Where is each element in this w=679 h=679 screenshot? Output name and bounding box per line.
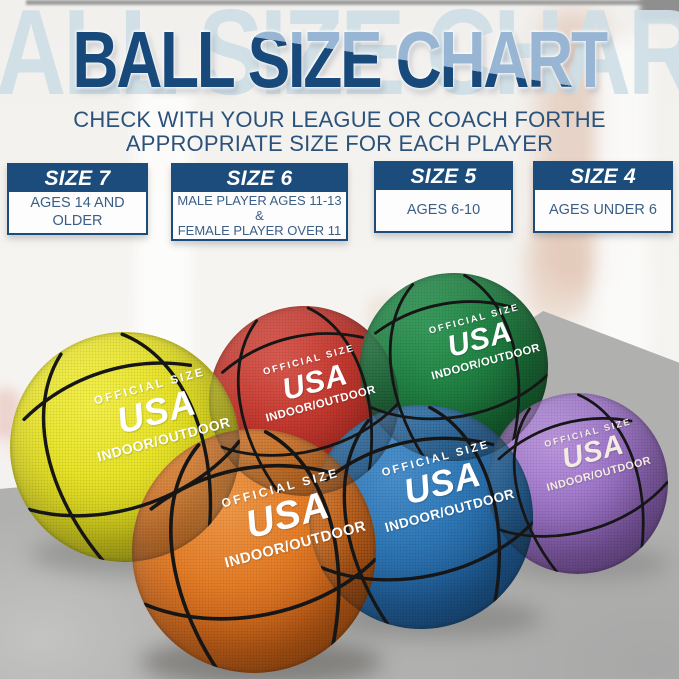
size-box-7: SIZE 7 AGES 14 AND OLDER bbox=[7, 163, 148, 235]
size-box-6-line: MALE PLAYER AGES 11-13 bbox=[177, 192, 342, 208]
basketball-orange: OFFICIAL SIZE USA INDOOR/OUTDOOR bbox=[132, 429, 376, 673]
size-box-7-body: AGES 14 AND OLDER bbox=[9, 192, 146, 233]
size-box-5-header: SIZE 5 bbox=[376, 163, 511, 190]
size-box-7-line: AGES 14 AND OLDER bbox=[30, 195, 125, 229]
basketball-green: OFFICIAL SIZE USA INDOOR/OUTDOOR bbox=[360, 273, 548, 461]
basketball-red: OFFICIAL SIZE USA INDOOR/OUTDOOR bbox=[209, 306, 399, 496]
subtitle-line-1: CHECK WITH YOUR LEAGUE OR COACH FORTHE bbox=[73, 107, 606, 132]
size-box-4-line: AGES UNDER 6 bbox=[549, 201, 657, 218]
size-box-6-line: & bbox=[255, 207, 264, 223]
basketball-purple: OFFICIAL SIZE USA INDOOR/OUTDOOR bbox=[487, 393, 668, 574]
size-box-6-body: MALE PLAYER AGES 11-13 & FEMALE PLAYER O… bbox=[173, 192, 346, 239]
page-title: BALL SIZE CHART bbox=[71, 15, 610, 104]
subtitle-line-2: APPROPRIATE SIZE FOR EACH PLAYER bbox=[125, 131, 554, 156]
size-box-5-body: AGES 6-10 bbox=[376, 190, 511, 231]
basketball-blue: OFFICIAL SIZE USA INDOOR/OUTDOOR bbox=[309, 405, 533, 629]
size-box-4: SIZE 4 AGES UNDER 6 bbox=[533, 161, 673, 233]
size-box-5: SIZE 5 AGES 6-10 bbox=[374, 161, 513, 233]
size-box-4-header: SIZE 4 bbox=[535, 163, 671, 190]
ball-seams bbox=[220, 306, 399, 496]
subtitle: CHECK WITH YOUR LEAGUE OR COACH FORTHE A… bbox=[0, 108, 679, 156]
size-box-6-header: SIZE 6 bbox=[173, 165, 346, 192]
size-box-5-line: AGES 6-10 bbox=[406, 201, 481, 218]
size-box-4-body: AGES UNDER 6 bbox=[535, 190, 671, 231]
basketball-yellow: OFFICIAL SIZE USA INDOOR/OUTDOOR bbox=[10, 332, 240, 562]
ball-seams bbox=[320, 405, 533, 629]
size-box-6-line: FEMALE PLAYER OVER 11 bbox=[177, 223, 342, 239]
size-box-6: SIZE 6 MALE PLAYER AGES 11-13 & FEMALE P… bbox=[171, 163, 348, 241]
size-box-7-header: SIZE 7 bbox=[9, 165, 146, 192]
ghost-title-text: BALL SIZE CHART bbox=[0, 0, 679, 113]
ball-seams bbox=[143, 430, 376, 672]
